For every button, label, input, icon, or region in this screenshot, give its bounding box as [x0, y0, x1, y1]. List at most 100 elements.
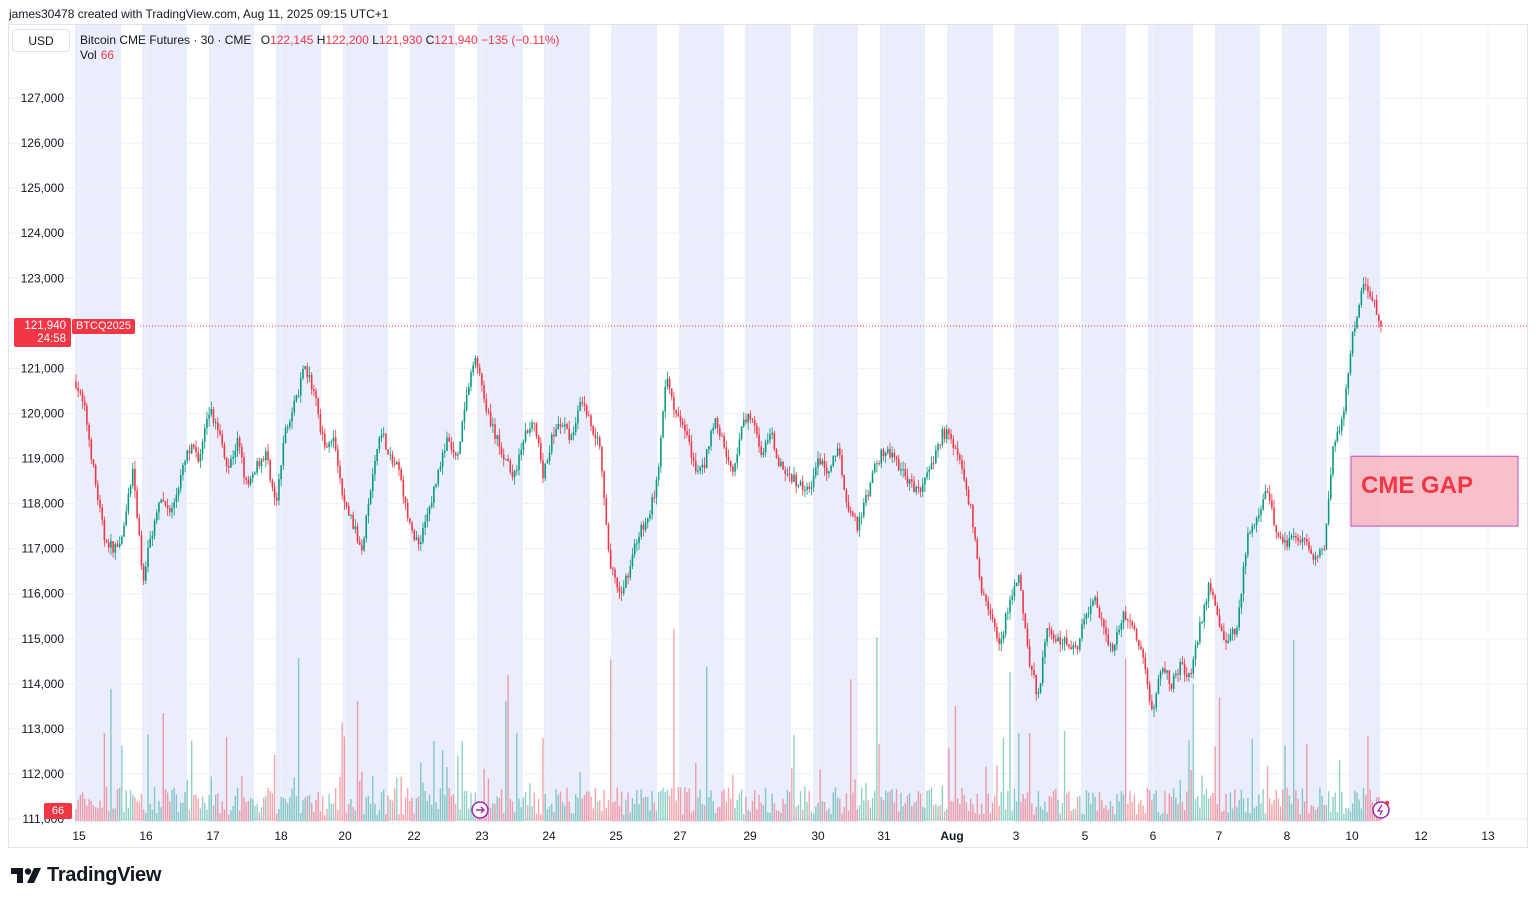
- volume-bar: [369, 803, 372, 821]
- candle-body: [967, 489, 970, 505]
- candle-body: [1240, 593, 1243, 608]
- volume-bar: [503, 813, 505, 821]
- candle-body: [280, 465, 282, 480]
- y-tick-label: 120,000: [21, 406, 65, 420]
- volume-bar: [116, 789, 119, 821]
- candle-body: [454, 452, 457, 456]
- candle-body: [1002, 634, 1005, 640]
- volume-bar: [188, 810, 191, 821]
- volume-bar: [513, 812, 516, 821]
- candle-body: [636, 543, 638, 545]
- candle-body: [1009, 599, 1011, 613]
- volume-bar: [500, 789, 503, 821]
- candle-body: [352, 514, 354, 530]
- volume-bar: [94, 807, 97, 821]
- candle-body: [1196, 642, 1199, 646]
- volume-bar: [1046, 811, 1048, 821]
- chart-credit: james30478 created with TradingView.com,…: [9, 7, 389, 21]
- legend-symbol[interactable]: Bitcoin CME Futures · 30 · CME: [80, 33, 252, 47]
- volume-bar: [1146, 787, 1149, 821]
- price-chart[interactable]: CME GAP 111,000112,000113,000114,000115,…: [0, 0, 1536, 860]
- candle-body: [365, 515, 368, 539]
- volume-bar: [1020, 802, 1022, 821]
- volume-bar: [1181, 801, 1184, 821]
- candle-body: [518, 454, 520, 470]
- volume-bar: [365, 797, 367, 821]
- candle-body: [618, 587, 621, 592]
- candle-body: [959, 455, 961, 460]
- legend-open-label: O: [260, 33, 271, 47]
- bar-countdown: 24:58: [37, 333, 66, 345]
- volume-bar: [439, 788, 442, 821]
- y-tick-label: 118,000: [22, 497, 65, 511]
- candle-body: [481, 373, 483, 385]
- candle-body: [419, 542, 422, 545]
- event-icon-right[interactable]: [1372, 800, 1390, 819]
- tradingview-logo[interactable]: TradingView: [11, 864, 161, 887]
- candle-body: [919, 487, 922, 492]
- volume-bar: [271, 793, 274, 821]
- candle-body: [1004, 613, 1007, 635]
- candle-body: [112, 541, 114, 553]
- candle-body: [441, 452, 444, 467]
- candle-body: [555, 428, 557, 437]
- candle-body: [823, 460, 826, 468]
- candle-body: [993, 619, 996, 627]
- candle-body: [433, 486, 435, 503]
- volume-bar: [850, 679, 852, 821]
- volume-bar: [745, 796, 747, 821]
- candle-body: [797, 484, 800, 487]
- cme-gap-annotation[interactable]: CME GAP: [1350, 455, 1519, 527]
- volume-bar: [317, 792, 319, 821]
- event-icon-left[interactable]: [471, 801, 489, 819]
- volume-bar: [489, 807, 492, 821]
- y-tick-label: 123,000: [21, 271, 65, 285]
- candle-body: [374, 460, 376, 475]
- candle-body: [655, 479, 658, 498]
- volume-bar: [721, 791, 723, 821]
- volume-legend-label[interactable]: Vol: [80, 48, 97, 62]
- candle-body: [472, 365, 474, 373]
- volume-bar: [620, 791, 623, 821]
- candle-body: [328, 442, 330, 448]
- candle-body: [1249, 532, 1251, 534]
- session-band-13: [947, 25, 993, 822]
- volume-bar: [882, 800, 885, 821]
- candle-body: [1220, 626, 1223, 631]
- session-band-0: [75, 25, 121, 822]
- candle-body: [686, 431, 688, 436]
- candle-body: [1072, 645, 1075, 649]
- volume-bar: [572, 813, 575, 821]
- volume-bar: [1284, 745, 1286, 821]
- volume-bar: [708, 796, 710, 821]
- candle-body: [1041, 657, 1044, 684]
- candle-body: [1334, 441, 1336, 447]
- volume-bar: [1079, 795, 1081, 821]
- volume-bar: [90, 800, 92, 821]
- volume-bar: [1190, 770, 1192, 821]
- candle-body: [841, 455, 843, 476]
- candle-body: [863, 502, 865, 517]
- volume-bar: [799, 791, 802, 821]
- volume-bar: [860, 787, 863, 821]
- volume-bar: [561, 802, 564, 821]
- candle-body: [729, 460, 732, 467]
- cme-gap-box[interactable]: [1350, 455, 1519, 527]
- candle-body: [203, 427, 206, 443]
- volume-bar: [308, 794, 311, 821]
- volume-bar: [815, 806, 817, 821]
- volume-bar: [1035, 807, 1037, 821]
- x-tick-label: Aug: [940, 829, 963, 843]
- volume-bar: [470, 792, 472, 821]
- candle-body: [507, 458, 509, 461]
- session-band-5: [410, 25, 455, 822]
- candle-body: [166, 505, 169, 509]
- candle-body: [428, 506, 431, 515]
- volume-bar: [972, 804, 974, 821]
- volume-bar: [1338, 760, 1341, 821]
- candle-body: [361, 544, 363, 551]
- currency-button[interactable]: USD: [12, 29, 70, 52]
- candle-body: [1351, 331, 1354, 354]
- candle-body: [832, 456, 835, 467]
- volume-bar: [1345, 808, 1347, 821]
